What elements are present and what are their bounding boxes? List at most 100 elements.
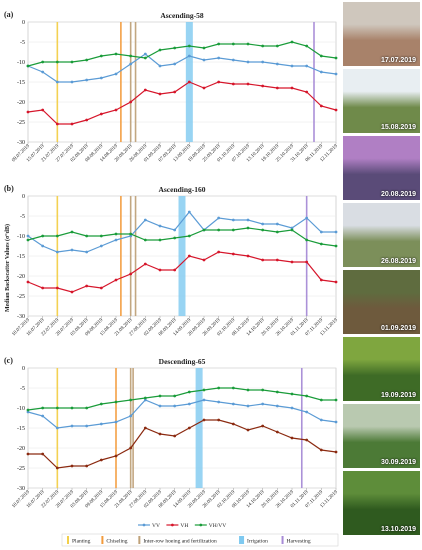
data-point: [173, 404, 177, 408]
data-point: [290, 64, 294, 68]
event-legend-label: Irrigation: [247, 539, 268, 545]
data-point: [217, 216, 221, 220]
data-point: [129, 414, 133, 418]
data-point: [99, 234, 103, 238]
data-point: [217, 386, 221, 390]
data-point: [334, 450, 338, 454]
data-point: [99, 244, 103, 248]
data-point: [129, 398, 133, 402]
event-legend-label: Planting: [72, 539, 91, 545]
data-point: [319, 104, 323, 108]
data-point: [173, 268, 177, 272]
data-point: [143, 88, 147, 92]
series-line: [27, 81, 337, 125]
data-point: [290, 226, 294, 230]
data-point: [85, 250, 89, 254]
data-point: [290, 436, 294, 440]
data-point: [114, 108, 118, 112]
data-point: [55, 234, 59, 238]
event-legend-swatch: [67, 536, 69, 544]
data-point: [70, 464, 74, 468]
event-legend-label: Harvesting: [287, 539, 311, 545]
data-point: [231, 252, 235, 256]
event-legend-item: Harvesting: [281, 536, 311, 545]
data-point: [305, 216, 309, 220]
data-point: [143, 398, 147, 402]
data-point: [246, 388, 250, 392]
data-point: [158, 48, 162, 52]
data-point: [143, 262, 147, 266]
data-point: [246, 226, 250, 230]
data-point: [202, 228, 206, 232]
data-point: [246, 254, 250, 258]
data-point: [246, 404, 250, 408]
data-point: [334, 72, 338, 76]
y-tick-label: -25: [17, 294, 25, 300]
legend-marker: [142, 523, 146, 527]
photo-date-label: 20.08.2019: [380, 191, 416, 198]
event-marker: [195, 368, 203, 488]
data-point: [158, 238, 162, 242]
data-point: [173, 90, 177, 94]
data-point: [129, 446, 133, 450]
data-point: [158, 268, 162, 272]
data-point: [99, 458, 103, 462]
data-point: [70, 122, 74, 126]
series-line: [27, 399, 337, 429]
series-legend: VV VH VH/VV: [138, 523, 226, 529]
panel-title: Ascending-58: [160, 11, 204, 20]
data-point: [129, 100, 133, 104]
data-point: [202, 46, 206, 50]
legend: VV VH VH/VV Planting Chiseling Inter-row hoe…: [61, 523, 339, 547]
data-point: [202, 86, 206, 90]
data-point: [55, 60, 59, 64]
field-photo: 15.08.2019: [343, 69, 420, 133]
data-point: [290, 260, 294, 264]
data-point: [41, 244, 45, 248]
data-point: [261, 44, 265, 48]
data-point: [55, 122, 59, 126]
data-point: [261, 222, 265, 226]
event-marker: [313, 22, 315, 142]
data-point: [319, 54, 323, 58]
data-point: [85, 118, 89, 122]
data-point: [231, 82, 235, 86]
y-tick-label: 0: [22, 366, 25, 372]
data-point: [26, 452, 30, 456]
chart-panels: 0-5-10-15-20-25-3009.07.201915.07.201921…: [4, 10, 339, 509]
data-point: [290, 392, 294, 396]
photo-date-label: 30.09.2019: [380, 459, 416, 466]
y-tick-label: 0: [22, 20, 25, 26]
data-point: [158, 432, 162, 436]
y-axis-label: Median Backscatter Values (σ°dB): [4, 224, 11, 312]
data-point: [114, 400, 118, 404]
data-point: [217, 418, 221, 422]
data-point: [55, 80, 59, 84]
panel-label: (a): [4, 10, 14, 19]
data-point: [187, 54, 191, 58]
photo-date-label: 17.07.2019: [380, 57, 416, 64]
event-marker: [129, 22, 132, 142]
data-point: [187, 254, 191, 258]
data-point: [41, 452, 45, 456]
data-point: [55, 406, 59, 410]
data-point: [129, 62, 133, 66]
data-point: [129, 54, 133, 58]
data-point: [85, 464, 89, 468]
y-tick-label: -10: [17, 406, 25, 412]
event-marker: [134, 22, 137, 142]
data-point: [275, 430, 279, 434]
data-point: [85, 284, 89, 288]
event-legend: Planting Chiseling Inter-row hoeing and fe…: [61, 533, 339, 547]
data-point: [114, 420, 118, 424]
y-tick-label: -30: [17, 486, 25, 492]
event-marker: [178, 196, 186, 316]
data-point: [41, 286, 45, 290]
data-point: [41, 70, 45, 74]
data-point: [319, 278, 323, 282]
event-legend-frame: [61, 533, 339, 547]
data-point: [231, 386, 235, 390]
data-point: [305, 394, 309, 398]
data-point: [290, 406, 294, 410]
y-tick-label: -10: [17, 234, 25, 240]
